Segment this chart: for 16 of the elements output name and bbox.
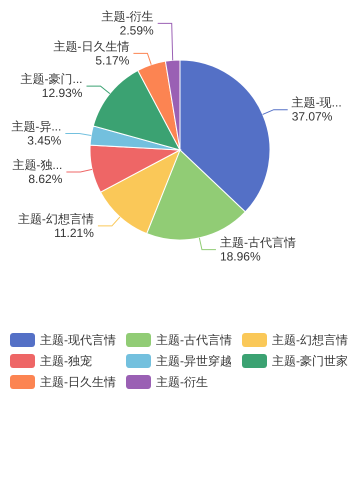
legend-label: 主题-独宠 [40,354,92,368]
data-label: 主题-独... 8.62% [12,158,63,186]
data-label: 主题-衍生 2.59% [102,9,154,38]
data-label: 主题-异... 3.45% [11,120,62,148]
legend-label: 主题-豪门世家 [272,354,348,368]
data-label: 主题-日久生情 5.17% [53,39,130,68]
data-label: 主题-幻想言情 11.21% [18,212,94,240]
data-label: 主题-古代言情 18.96% [220,236,296,264]
legend-label: 主题-异世穿越 [156,354,232,368]
data-label: 主题-现... 37.07% [292,96,342,124]
legend-label: 主题-日久生情 [40,375,116,389]
legend-label: 主题-衍生 [156,375,208,389]
legend-label: 主题-现代言情 [40,333,116,347]
legend-label: 主题-古代言情 [156,333,232,347]
data-label: 主题-豪门... 12.93% [20,72,83,100]
legend-label: 主题-幻想言情 [272,333,348,347]
